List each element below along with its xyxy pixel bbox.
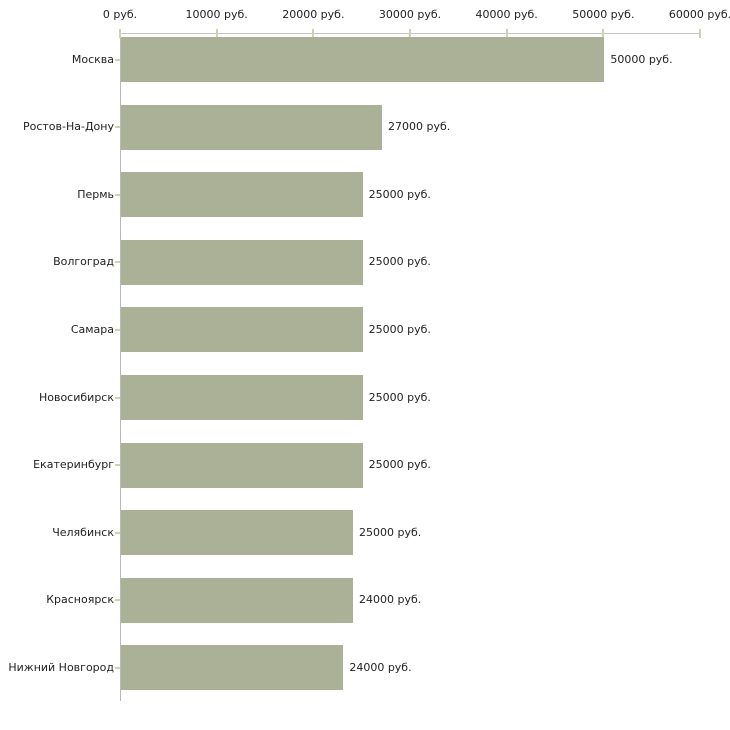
category-label: Челябинск <box>52 525 114 539</box>
category-label: Самара <box>70 322 114 336</box>
bar <box>121 239 363 285</box>
x-axis-tick-label: 40000 руб. <box>475 8 538 21</box>
category-tick <box>115 464 120 467</box>
bar <box>121 172 363 218</box>
x-axis-tick <box>312 29 315 38</box>
bar <box>121 104 382 150</box>
category-tick <box>115 328 120 331</box>
value-label: 24000 руб. <box>349 660 412 674</box>
x-axis-tick <box>699 29 701 38</box>
category-label: Москва <box>71 52 114 66</box>
category-tick <box>115 666 120 669</box>
x-axis-tick <box>505 29 508 38</box>
value-label: 25000 руб. <box>368 255 431 269</box>
value-label: 25000 руб. <box>359 525 422 539</box>
y-axis-line <box>120 33 121 701</box>
x-axis-tick <box>119 29 121 38</box>
category-tick <box>115 599 120 602</box>
category-label: Пермь <box>77 187 114 201</box>
bar <box>121 645 344 691</box>
value-label: 27000 руб. <box>388 120 451 134</box>
bar <box>121 375 363 420</box>
category-tick <box>115 396 120 399</box>
category-tick <box>115 126 120 129</box>
x-axis-tick-label: 50000 руб. <box>572 8 635 21</box>
category-label: Ростов-На-Дону <box>22 120 114 134</box>
x-axis-tick-label: 10000 руб. <box>185 8 248 21</box>
category-tick <box>115 193 120 196</box>
category-tick <box>115 531 120 534</box>
bar <box>121 577 353 623</box>
x-axis-tick-label: 0 руб. <box>102 8 138 21</box>
x-axis-tick-label: 30000 руб. <box>378 8 442 21</box>
category-tick <box>115 58 120 61</box>
x-axis-tick-label: 20000 руб. <box>282 8 345 21</box>
x-axis-tick <box>409 29 411 38</box>
category-tick <box>115 261 120 264</box>
x-axis-tick <box>215 29 218 38</box>
category-label: Нижний Новгород <box>8 660 114 674</box>
category-label: Красноярск <box>46 593 114 607</box>
category-label: Волгоград <box>53 255 114 269</box>
value-label: 25000 руб. <box>368 322 431 336</box>
category-label: Новосибирск <box>38 390 114 404</box>
value-label: 25000 руб. <box>368 458 431 472</box>
value-label: 50000 руб. <box>610 52 673 66</box>
value-label: 25000 руб. <box>368 390 431 404</box>
bar <box>121 37 605 82</box>
bar <box>121 510 353 556</box>
x-axis-tick <box>602 29 605 38</box>
bar <box>121 442 363 488</box>
bar <box>121 307 363 353</box>
x-axis-tick-label: 60000 руб. <box>668 8 730 21</box>
value-label: 24000 руб. <box>359 593 422 607</box>
value-label: 25000 руб. <box>368 187 431 201</box>
category-label: Екатеринбург <box>33 458 114 472</box>
